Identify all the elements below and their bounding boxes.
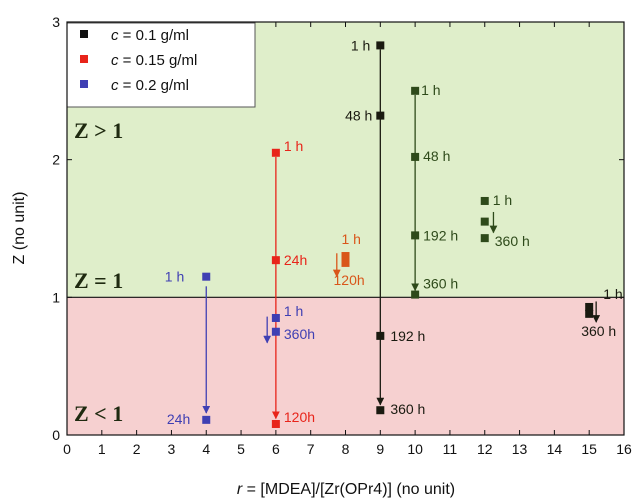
x-tick-label-9: 9 <box>376 441 384 457</box>
series-1-label-2: 120h <box>284 409 315 425</box>
x-tick-label-1: 1 <box>98 441 106 457</box>
series-2-point-1 <box>341 258 350 267</box>
series-0-label-1: 24h <box>167 411 190 427</box>
series-6-label-0: 1 h <box>493 192 512 208</box>
x-tick-label-8: 8 <box>342 441 350 457</box>
series-5-point-1 <box>411 152 420 161</box>
series-5: 1 h 48 h 192 h 360 h <box>411 82 458 299</box>
y-tick-label-3: 3 <box>52 14 60 30</box>
x-tick-label-2: 2 <box>133 441 141 457</box>
series-0-point-1 <box>202 415 211 424</box>
legend-swatch-1 <box>80 55 88 63</box>
series-4-point-0 <box>376 41 385 50</box>
series-1: 1 h 24h 120h <box>271 138 315 428</box>
legend-swatch-2 <box>80 80 88 88</box>
series-7: 1 h 360 h <box>581 286 622 339</box>
x-tick-label-4: 4 <box>202 441 210 457</box>
series-3-point-1 <box>271 327 280 336</box>
x-tick-label-0: 0 <box>63 441 71 457</box>
y-tick-label-0: 0 <box>52 427 60 443</box>
series-6-point-1 <box>480 217 489 226</box>
series-6: 1 h 360 h <box>480 192 530 249</box>
series-4-label-2: 192 h <box>390 328 425 344</box>
series-3: 1 h 360h <box>263 303 315 344</box>
series-1-label-1: 24h <box>284 252 307 268</box>
x-tick-label-15: 15 <box>581 441 597 457</box>
legend-label-2: c = 0.2 g/ml <box>111 77 189 94</box>
series-7-label-1: 360 h <box>581 323 616 339</box>
y-tick-label-1: 1 <box>52 289 60 305</box>
x-tick-label-12: 12 <box>477 441 493 457</box>
series-4-label-3: 360 h <box>390 401 425 417</box>
series-0: 1 h 24h <box>165 269 211 427</box>
series-5-point-0 <box>411 86 420 95</box>
series-3-label-0: 1 h <box>284 303 303 319</box>
x-tick-label-13: 13 <box>512 441 528 457</box>
x-tick-label-11: 11 <box>443 441 458 457</box>
series-7-label-0: 1 h <box>603 286 622 302</box>
series-5-label-1: 48 h <box>423 148 450 164</box>
region-z-less-1 <box>67 297 624 435</box>
series-1-label-0: 1 h <box>284 138 303 154</box>
series-4-label-0: 1 h <box>351 37 370 53</box>
region-label-z-equals-1: Z = 1 <box>74 268 123 293</box>
series-5-label-2: 192 h <box>423 227 458 243</box>
y-axis-label: Z (no unit) <box>11 192 28 265</box>
x-tick-label-14: 14 <box>547 441 563 457</box>
series-5-label-3: 360 h <box>423 276 458 292</box>
series-4-point-3 <box>376 406 385 415</box>
series-2-label-0: 1 h <box>342 231 361 247</box>
legend: c = 0.1 g/ml c = 0.15 g/ml c = 0.2 g/ml <box>66 22 256 108</box>
series-layer: 1 h 24h 1 h 24h 120h 1 h 120h 1 h 360h 1 h 48 h 192… <box>165 37 623 428</box>
x-tick-label-16: 16 <box>616 441 632 457</box>
series-1-point-2 <box>271 419 280 428</box>
region-label-z-less-1: Z < 1 <box>74 401 123 426</box>
y-tick-label-2: 2 <box>52 152 60 168</box>
series-0-label-0: 1 h <box>165 269 184 285</box>
series-2-point-0 <box>341 252 350 261</box>
series-1-point-0 <box>271 148 280 157</box>
plot-frame <box>66 21 625 436</box>
series-0-point-0 <box>202 272 211 281</box>
series-1-point-1 <box>271 256 280 265</box>
x-axis-label: r = [MDEA]/[Zr(OPr4)] (no unit) <box>237 481 455 498</box>
series-2-label-1: 120h <box>334 272 365 288</box>
series-3-label-1: 360h <box>284 326 315 342</box>
series-4: 1 h 48 h 192 h 360 h <box>345 37 425 417</box>
region-label-z-greater-1: Z > 1 <box>74 118 123 143</box>
series-6-point-2 <box>480 234 489 243</box>
legend-label-0: c = 0.1 g/ml <box>111 27 189 44</box>
series-4-point-1 <box>376 111 385 120</box>
x-tick-label-5: 5 <box>237 441 245 457</box>
series-6-label-2: 360 h <box>495 233 530 249</box>
series-7-point-0 <box>585 302 594 311</box>
x-axis-ticks: 0 1 2 3 4 5 6 7 8 9 10 11 12 13 14 15 16 <box>63 22 632 457</box>
series-6-point-0 <box>480 196 489 205</box>
series-4-label-1: 48 h <box>345 108 372 124</box>
x-tick-label-10: 10 <box>407 441 423 457</box>
series-3-point-0 <box>271 313 280 322</box>
series-5-label-0: 1 h <box>421 82 440 98</box>
series-7-point-1 <box>585 309 594 318</box>
series-5-point-3 <box>411 290 420 299</box>
x-tick-label-7: 7 <box>307 441 315 457</box>
legend-swatch-0 <box>80 30 88 38</box>
legend-label-1: c = 0.15 g/ml <box>111 52 197 69</box>
x-tick-label-3: 3 <box>168 441 176 457</box>
x-tick-label-6: 6 <box>272 441 280 457</box>
series-5-point-2 <box>411 231 420 240</box>
series-4-point-2 <box>376 331 385 340</box>
series-2: 1 h 120h <box>332 231 365 288</box>
